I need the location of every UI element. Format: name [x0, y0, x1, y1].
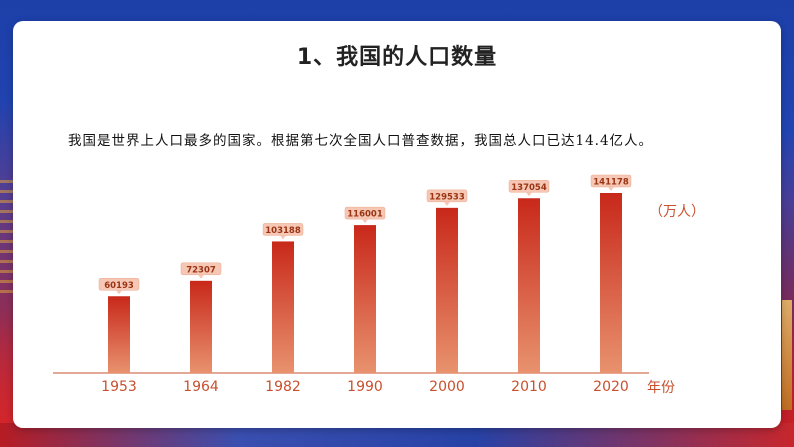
bar-2010	[518, 198, 540, 373]
population-bar-chart: 60193 1953 72307 1964 103188 1982 116001 1990 12…	[53, 174, 649, 395]
slide-title: 1、我国的人口数量	[296, 45, 498, 70]
slide-card: 1、我国的人口数量 我国是世界上人口最多的国家。根据第七次全国人口普查数据，我国…	[13, 21, 781, 428]
data-label: 116001	[347, 210, 383, 220]
x-tick-label: 1982	[265, 379, 301, 395]
x-tick-label: 1990	[347, 379, 383, 395]
data-label: 141178	[593, 178, 629, 188]
bar-1982	[272, 241, 294, 373]
background-decoration-right	[782, 300, 792, 410]
data-label-pointer	[444, 201, 450, 206]
data-label: 72307	[186, 265, 216, 275]
data-label: 103188	[265, 226, 301, 236]
data-label: 129533	[429, 192, 465, 202]
bar-1964	[190, 280, 212, 373]
data-label-pointer	[362, 219, 368, 224]
bar-1990	[354, 225, 376, 373]
x-tick-label: 2020	[593, 379, 629, 395]
data-label-pointer	[198, 274, 204, 279]
x-tick-label: 2010	[511, 379, 547, 395]
x-axis-unit-label: 年份	[647, 380, 675, 396]
data-label: 60193	[104, 281, 134, 291]
y-axis-unit-label: （万人）	[649, 204, 705, 220]
slide-description: 我国是世界上人口最多的国家。根据第七次全国人口普查数据，我国总人口已达14.4亿…	[68, 133, 654, 149]
data-label-pointer	[608, 187, 614, 191]
data-label-pointer	[526, 192, 532, 197]
data-label: 137054	[511, 183, 547, 193]
x-tick-label: 1953	[101, 379, 137, 395]
data-label-pointer	[280, 235, 286, 240]
bar-2020	[600, 193, 622, 373]
bar-1953	[108, 296, 130, 373]
x-tick-label: 1964	[183, 379, 219, 395]
bar-2000	[436, 207, 458, 373]
data-label-pointer	[116, 290, 122, 295]
x-tick-label: 2000	[429, 379, 465, 395]
